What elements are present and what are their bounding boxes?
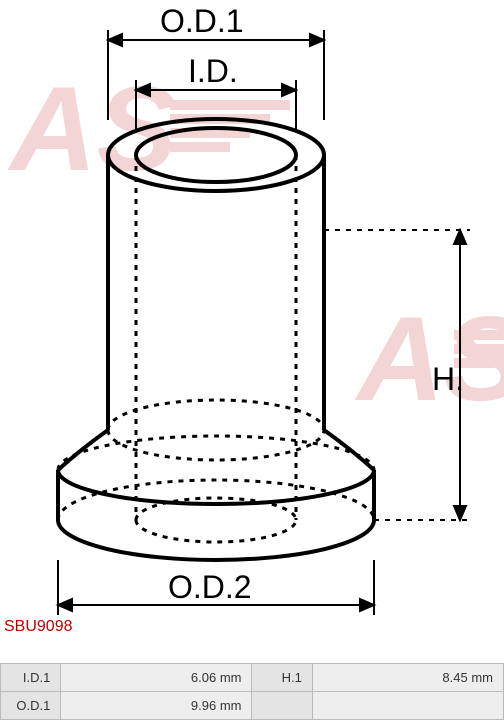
- cell-label: O.D.1: [1, 692, 61, 720]
- dimensions-table: I.D.1 6.06 mm H.1 8.45 mm O.D.1 9.96 mm: [0, 663, 504, 720]
- cell-value: 6.06 mm: [61, 664, 252, 692]
- table-row: I.D.1 6.06 mm H.1 8.45 mm: [1, 664, 504, 692]
- label-od1: O.D.1: [160, 3, 244, 39]
- label-od2: O.D.2: [168, 569, 252, 605]
- cell-value: 8.45 mm: [312, 664, 503, 692]
- bushing-drawing: O.D.1 I.D. O.D.2 H.: [0, 0, 504, 636]
- part-number: SBU9098: [4, 618, 73, 636]
- cell-value: 9.96 mm: [61, 692, 252, 720]
- cell-label: [252, 692, 312, 720]
- diagram-area: AS AS: [0, 0, 504, 636]
- label-id: I.D.: [188, 53, 238, 89]
- cell-label: H.1: [252, 664, 312, 692]
- table-row: O.D.1 9.96 mm: [1, 692, 504, 720]
- cell-label: I.D.1: [1, 664, 61, 692]
- cell-value: [312, 692, 503, 720]
- label-h: H.: [432, 361, 464, 397]
